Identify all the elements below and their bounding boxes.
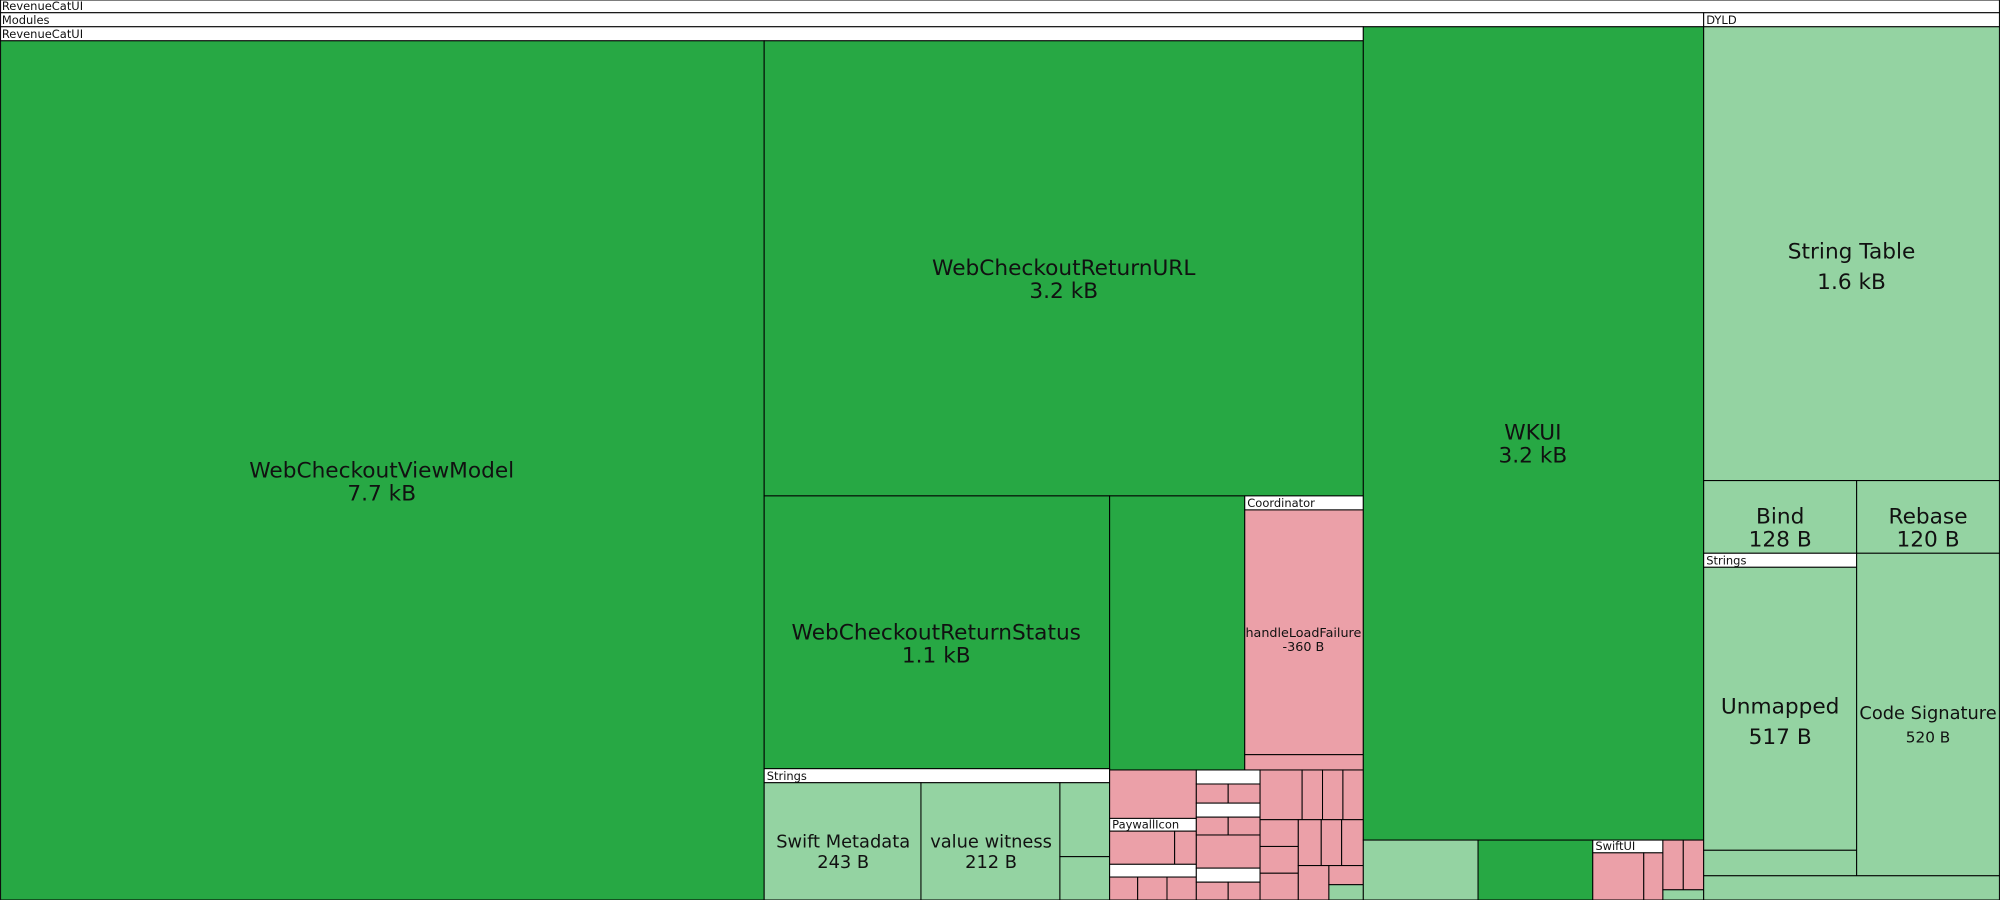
- tile[interactable]: [1703, 849, 1858, 877]
- tile[interactable]: [763, 782, 922, 900]
- tile[interactable]: [1227, 816, 1261, 836]
- tile[interactable]: [1137, 876, 1168, 900]
- tile[interactable]: [1259, 769, 1303, 821]
- tile[interactable]: [1643, 852, 1664, 900]
- tile[interactable]: [1109, 863, 1197, 878]
- header-label: Strings: [767, 769, 807, 783]
- tile[interactable]: [1592, 852, 1645, 900]
- tile[interactable]: [0, 40, 765, 900]
- tile-label: Swift Metadata: [776, 832, 910, 853]
- tile-label: Unmapped: [1721, 695, 1840, 720]
- tile[interactable]: [1259, 872, 1299, 900]
- tile-size: 517 B: [1749, 725, 1812, 750]
- tile[interactable]: [1109, 876, 1139, 900]
- tile[interactable]: [1297, 819, 1322, 867]
- tile[interactable]: [1362, 839, 1479, 900]
- tile[interactable]: [1195, 783, 1229, 804]
- tile-size: 1.1 kB: [902, 644, 971, 669]
- header: [0, 0, 2000, 14]
- tile[interactable]: [1301, 769, 1324, 821]
- header: [763, 768, 1111, 784]
- header-label: DYLD: [1706, 13, 1737, 27]
- header-label: RevenueCatUI: [2, 0, 83, 13]
- tile[interactable]: [1322, 769, 1344, 821]
- tile[interactable]: [920, 782, 1061, 900]
- tile[interactable]: [1195, 867, 1261, 883]
- tile[interactable]: [1320, 819, 1343, 867]
- tile-label: Rebase: [1889, 505, 1968, 530]
- tile[interactable]: [1195, 802, 1261, 818]
- tile-size: 3.2 kB: [1029, 279, 1098, 304]
- tile-label: WebCheckoutReturnStatus: [792, 621, 1081, 646]
- tile[interactable]: [1195, 816, 1229, 836]
- tile[interactable]: [1195, 834, 1261, 869]
- tile-label: Bind: [1756, 505, 1804, 530]
- header: [0, 12, 1705, 28]
- tile-size: 520 B: [1906, 729, 1951, 747]
- tile[interactable]: [1342, 769, 1364, 821]
- tile[interactable]: [1341, 819, 1364, 867]
- tile[interactable]: [1244, 509, 1364, 756]
- tile[interactable]: [1662, 889, 1705, 900]
- tile-size: 120 B: [1897, 528, 1960, 553]
- tile[interactable]: [1195, 881, 1229, 900]
- tile-label: WebCheckoutViewModel: [249, 459, 514, 484]
- tile-size: 243 B: [817, 852, 869, 873]
- tile-size: 7.7 kB: [347, 482, 416, 507]
- tile-size: 128 B: [1749, 528, 1812, 553]
- tile-size: 3.2 kB: [1498, 443, 1567, 468]
- tile-label: WKUI: [1504, 420, 1561, 445]
- tile[interactable]: [1227, 783, 1261, 804]
- tile[interactable]: [1244, 754, 1364, 771]
- tile[interactable]: [1856, 552, 2000, 877]
- header-label: Strings: [1706, 553, 1746, 567]
- tile-label: String Table: [1788, 239, 1916, 264]
- tile-label: Code Signature: [1859, 703, 1996, 724]
- tile[interactable]: [1166, 876, 1197, 900]
- tile-label: handleLoadFailure: [1245, 626, 1361, 641]
- header-label: Modules: [2, 13, 50, 27]
- tile-size: 212 B: [965, 852, 1017, 873]
- tile[interactable]: [1682, 839, 1705, 891]
- tile[interactable]: [763, 40, 1364, 497]
- tile[interactable]: [1259, 845, 1299, 874]
- tile[interactable]: [1297, 865, 1330, 900]
- header: [0, 26, 1364, 42]
- tile-label: value witness: [930, 832, 1052, 853]
- tile-size: -360 B: [1283, 640, 1325, 655]
- tile[interactable]: [1328, 884, 1364, 900]
- tile[interactable]: [1703, 875, 2000, 900]
- tile[interactable]: [1174, 830, 1197, 865]
- tile[interactable]: [1662, 839, 1684, 891]
- tile[interactable]: [1703, 26, 2000, 482]
- tile[interactable]: [1109, 830, 1176, 865]
- tile-label: WebCheckoutReturnURL: [932, 256, 1195, 281]
- tile[interactable]: [1477, 839, 1594, 900]
- header-label: SwiftUI: [1595, 839, 1635, 853]
- tile[interactable]: [1362, 26, 1705, 841]
- tile[interactable]: [1856, 480, 2000, 554]
- tile[interactable]: [1259, 819, 1299, 847]
- header-label: PaywallIcon: [1112, 817, 1179, 831]
- header-label: Coordinator: [1247, 496, 1315, 510]
- tile[interactable]: [1059, 782, 1111, 858]
- tile[interactable]: [1195, 769, 1261, 785]
- tile-size: 1.6 kB: [1817, 270, 1886, 295]
- tile[interactable]: [1109, 495, 1246, 771]
- header-label: RevenueCatUI: [2, 27, 83, 41]
- tile[interactable]: [1227, 881, 1261, 900]
- header: [1703, 12, 2000, 28]
- tile[interactable]: [1109, 769, 1197, 819]
- tile[interactable]: [1703, 566, 1858, 851]
- tile[interactable]: [1059, 856, 1111, 900]
- tile[interactable]: [1328, 865, 1364, 886]
